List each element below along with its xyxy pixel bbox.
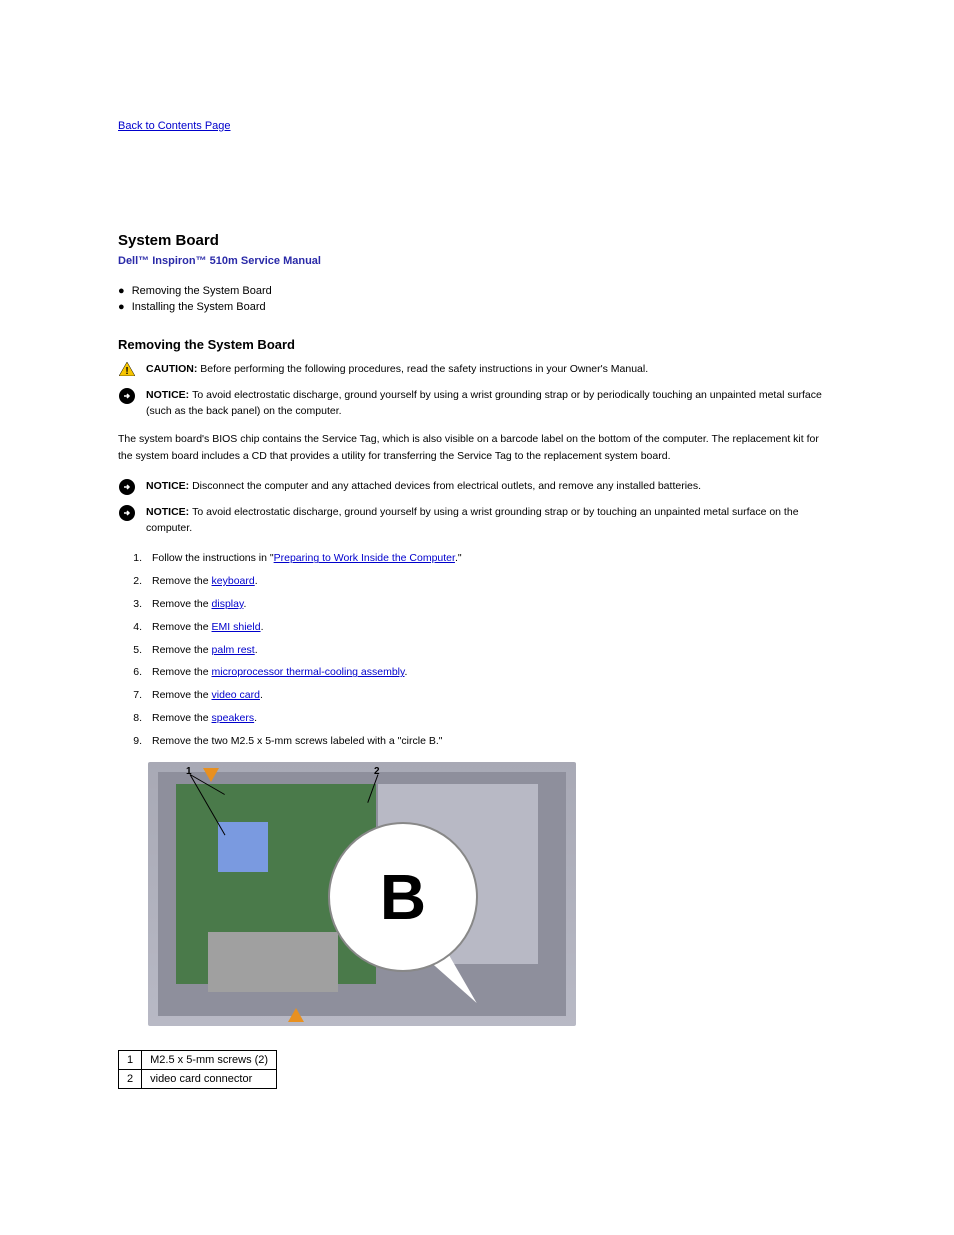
step-number: 4. xyxy=(118,619,142,636)
toc-link-removing[interactable]: Removing the System Board xyxy=(132,285,272,297)
step-item: 7. Remove the video card. xyxy=(118,687,836,704)
step-item: 3. Remove the display. xyxy=(118,596,836,613)
notice-text: To avoid electrostatic discharge, ground… xyxy=(146,506,799,534)
step-text: Remove the two M2.5 x 5-mm screws labele… xyxy=(152,735,442,747)
step-text: . xyxy=(261,621,264,633)
step-item: 8. Remove the speakers. xyxy=(118,710,836,727)
caution-row: ! CAUTION: Before performing the followi… xyxy=(118,362,836,378)
step-link[interactable]: display xyxy=(212,598,244,610)
bullet-icon: ● xyxy=(118,285,125,297)
step-text: Remove the xyxy=(152,712,212,724)
step-link[interactable]: keyboard xyxy=(212,575,255,587)
step-text: . xyxy=(404,666,407,678)
step-link[interactable]: microprocessor thermal-cooling assembly xyxy=(212,666,405,678)
notice-label: NOTICE: xyxy=(146,480,192,492)
step-link[interactable]: palm rest xyxy=(212,644,255,656)
step-text: Remove the xyxy=(152,644,212,656)
notice-text: To avoid electrostatic discharge, ground… xyxy=(146,389,822,417)
page-title: System Board xyxy=(118,232,836,249)
step-text: . xyxy=(260,689,263,701)
step-text: . xyxy=(255,644,258,656)
legend-num: 1 xyxy=(119,1050,142,1069)
step-item: 9. Remove the two M2.5 x 5-mm screws labe… xyxy=(118,733,836,750)
step-text: ." xyxy=(455,552,462,564)
table-row: 1 M2.5 x 5-mm screws (2) xyxy=(119,1050,277,1069)
notice-row: NOTICE: To avoid electrostatic discharge… xyxy=(118,388,836,420)
step-number: 3. xyxy=(118,596,142,613)
caution-label: CAUTION: xyxy=(146,363,200,375)
legend-num: 2 xyxy=(119,1069,142,1088)
step-item: 2. Remove the keyboard. xyxy=(118,573,836,590)
step-text: . xyxy=(254,712,257,724)
step-number: 1. xyxy=(118,550,142,567)
notice-icon xyxy=(119,505,135,521)
step-text: Remove the xyxy=(152,598,212,610)
step-item: 1. Follow the instructions in "Preparing … xyxy=(118,550,836,567)
step-number: 9. xyxy=(118,733,142,750)
step-link[interactable]: speakers xyxy=(212,712,255,724)
arrow-icon xyxy=(203,768,219,782)
toc-item: ● Installing the System Board xyxy=(118,301,836,313)
caution-text: Before performing the following procedur… xyxy=(200,363,648,375)
steps-list: 1. Follow the instructions in "Preparing … xyxy=(118,550,836,749)
step-number: 6. xyxy=(118,664,142,681)
step-number: 8. xyxy=(118,710,142,727)
diagram-callout-bubble: B xyxy=(328,822,478,972)
step-number: 2. xyxy=(118,573,142,590)
step-text: Remove the xyxy=(152,689,212,701)
back-to-contents-link[interactable]: Back to Contents Page xyxy=(118,120,231,132)
step-text: . xyxy=(243,598,246,610)
step-number: 7. xyxy=(118,687,142,704)
step-item: 6. Remove the microprocessor thermal-cool… xyxy=(118,664,836,681)
step-text: . xyxy=(255,575,258,587)
notice-row: NOTICE: To avoid electrostatic discharge… xyxy=(118,505,836,537)
step-text: Remove the xyxy=(152,621,212,633)
table-row: 2 video card connector xyxy=(119,1069,277,1088)
svg-text:!: ! xyxy=(125,366,128,376)
diagram-cpu-socket xyxy=(218,822,268,872)
toc-item: ● Removing the System Board xyxy=(118,285,836,297)
body-paragraph: The system board's BIOS chip contains th… xyxy=(118,431,836,465)
step-item: 4. Remove the EMI shield. xyxy=(118,619,836,636)
notice-label: NOTICE: xyxy=(146,506,192,518)
caution-icon: ! xyxy=(119,362,135,376)
legend-text: M2.5 x 5-mm screws (2) xyxy=(142,1050,277,1069)
toc-link-installing[interactable]: Installing the System Board xyxy=(132,301,266,313)
step-text: Remove the xyxy=(152,666,212,678)
step-link[interactable]: video card xyxy=(212,689,260,701)
notice-text: Disconnect the computer and any attached… xyxy=(192,480,701,492)
arrow-icon xyxy=(288,1008,304,1022)
bullet-icon: ● xyxy=(118,301,125,313)
notice-icon xyxy=(119,479,135,495)
step-link[interactable]: Preparing to Work Inside the Computer xyxy=(274,552,455,564)
step-number: 5. xyxy=(118,642,142,659)
step-item: 5. Remove the palm rest. xyxy=(118,642,836,659)
legend-text: video card connector xyxy=(142,1069,277,1088)
manual-title: Dell™ Inspiron™ 510m Service Manual xyxy=(118,255,836,267)
notice-icon xyxy=(119,388,135,404)
notice-label: NOTICE: xyxy=(146,389,192,401)
system-board-diagram: B 1 2 xyxy=(148,762,576,1026)
diagram-shield xyxy=(208,932,338,992)
step-text: Follow the instructions in " xyxy=(152,552,274,564)
step-text: Remove the xyxy=(152,575,212,587)
legend-table: 1 M2.5 x 5-mm screws (2) 2 video card co… xyxy=(118,1050,277,1089)
section-heading: Removing the System Board xyxy=(118,337,836,352)
step-link[interactable]: EMI shield xyxy=(212,621,261,633)
notice-row: NOTICE: Disconnect the computer and any … xyxy=(118,479,836,495)
